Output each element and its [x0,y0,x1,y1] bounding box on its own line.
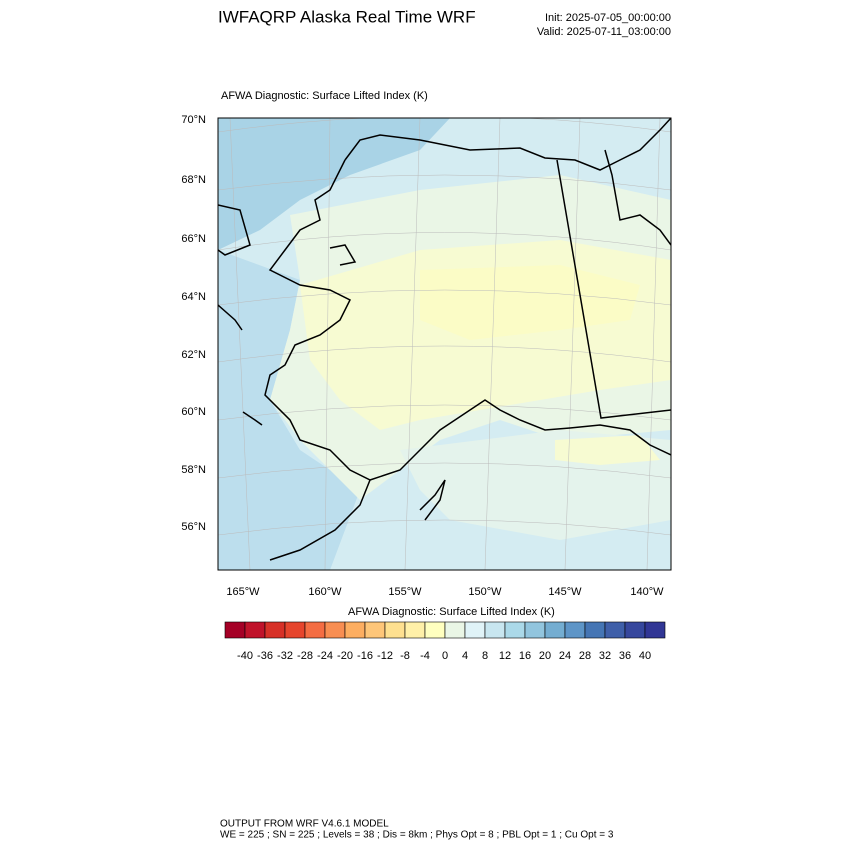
colorbar-label: -40 [237,650,253,662]
lat-label: 64°N [181,291,206,303]
footer-line: WE = 225 ; SN = 225 ; Levels = 38 ; Dis … [220,830,614,841]
colorbar-swatch [624,621,646,639]
colorbar-swatch [264,621,286,639]
lon-label: 165°W [226,586,260,598]
colorbar-swatch [464,621,486,639]
colorbar-label: 36 [619,650,631,662]
lat-label: 66°N [181,233,206,245]
colorbar-swatch [364,621,386,639]
colorbar-label: 40 [639,650,651,662]
lat-label: 56°N [181,521,206,533]
colorbar-swatch [504,621,526,639]
colorbar-label: -32 [277,650,293,662]
footer-line: OUTPUT FROM WRF V4.6.1 MODEL [220,819,389,830]
colorbar-swatch [444,621,466,639]
colorbar-swatch [244,621,266,639]
colorbar-label: -4 [420,650,430,662]
colorbar-swatch [484,621,506,639]
colorbar-label: -36 [257,650,273,662]
colorbar-swatch [284,621,306,639]
colorbar-label: 4 [462,650,468,662]
colorbar-swatch [544,621,566,639]
colorbar-swatch [304,621,326,639]
colorbar-swatch [424,621,446,639]
colorbar-title: AFWA Diagnostic: Surface Lifted Index (K… [348,606,555,618]
lat-label: 68°N [181,174,206,186]
map-field [218,118,671,570]
colorbar-label: -28 [297,650,313,662]
colorbar-swatch [384,621,406,639]
map-title: AFWA Diagnostic: Surface Lifted Index (K… [221,90,428,102]
colorbar-swatch [584,621,606,639]
lat-label: 60°N [181,406,206,418]
colorbar-label: 16 [519,650,531,662]
colorbar-label: 0 [442,650,448,662]
lat-label: 70°N [181,114,206,126]
lon-label: 140°W [630,586,664,598]
colorbar-label: 12 [499,650,511,662]
lon-label: 150°W [468,586,502,598]
colorbar-swatch [404,621,426,639]
lon-label: 155°W [388,586,422,598]
colorbar-label: 24 [559,650,571,662]
colorbar-swatch [344,621,366,639]
colorbar-label: 8 [482,650,488,662]
colorbar-label: 32 [599,650,611,662]
colorbar-label: 20 [539,650,551,662]
colorbar-label: -16 [357,650,373,662]
colorbar-swatch [564,621,586,639]
lon-label: 145°W [548,586,582,598]
lon-label: 160°W [308,586,342,598]
colorbar-swatch [644,621,666,639]
colorbar-swatch [324,621,346,639]
colorbar-label: -12 [377,650,393,662]
colorbar-swatch [604,621,626,639]
colorbar-swatch [224,621,246,639]
colorbar-label: -20 [337,650,353,662]
colorbar-swatch [524,621,546,639]
colorbar-label: -8 [400,650,410,662]
map-frame [217,117,672,571]
colorbar-label: -24 [317,650,333,662]
lat-label: 62°N [181,349,206,361]
colorbar-label: 28 [579,650,591,662]
init-time: Init: 2025-07-05_00:00:00 [545,12,671,24]
lat-label: 58°N [181,464,206,476]
valid-time: Valid: 2025-07-11_03:00:00 [537,26,671,38]
title: IWFAQRP Alaska Real Time WRF [218,7,476,26]
